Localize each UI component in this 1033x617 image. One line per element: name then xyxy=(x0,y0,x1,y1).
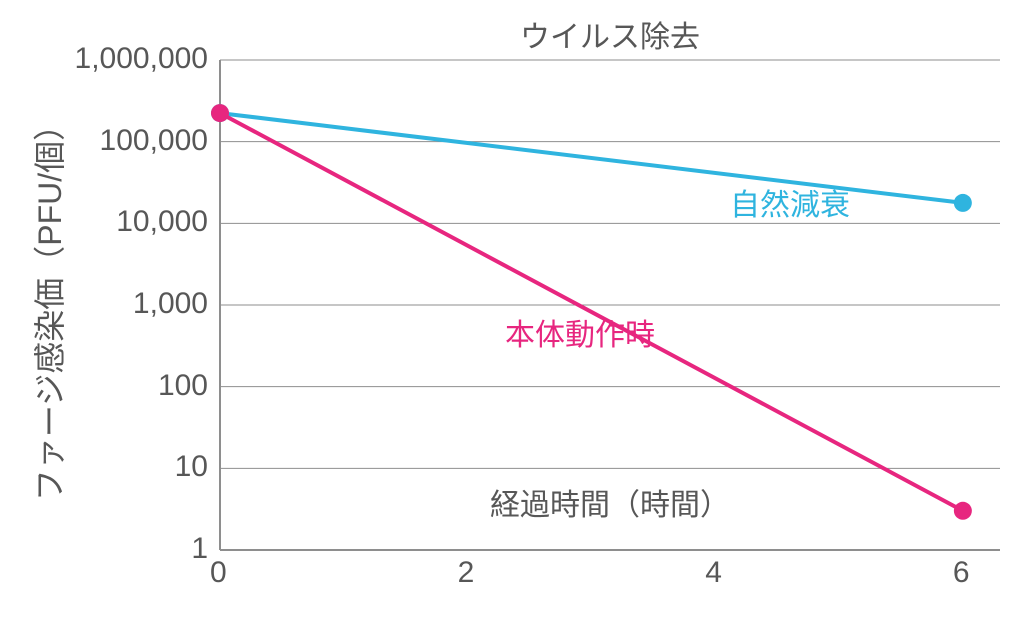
series-label-device: 本体動作時 xyxy=(505,310,655,354)
x-tick-label: 6 xyxy=(953,556,970,590)
y-tick-label: 10,000 xyxy=(116,205,208,239)
series-label-natural: 自然減衰 xyxy=(730,180,850,224)
y-tick-label: 100,000 xyxy=(100,124,208,158)
y-tick-label: 100 xyxy=(158,369,208,403)
x-tick-label: 0 xyxy=(210,556,227,590)
x-tick-label: 4 xyxy=(705,556,722,590)
y-tick-label: 10 xyxy=(175,450,208,484)
y-tick-label: 1,000 xyxy=(133,287,208,321)
y-tick-label: 1 xyxy=(191,532,208,566)
y-tick-label: 1,000,000 xyxy=(75,42,208,76)
x-tick-label: 2 xyxy=(458,556,475,590)
